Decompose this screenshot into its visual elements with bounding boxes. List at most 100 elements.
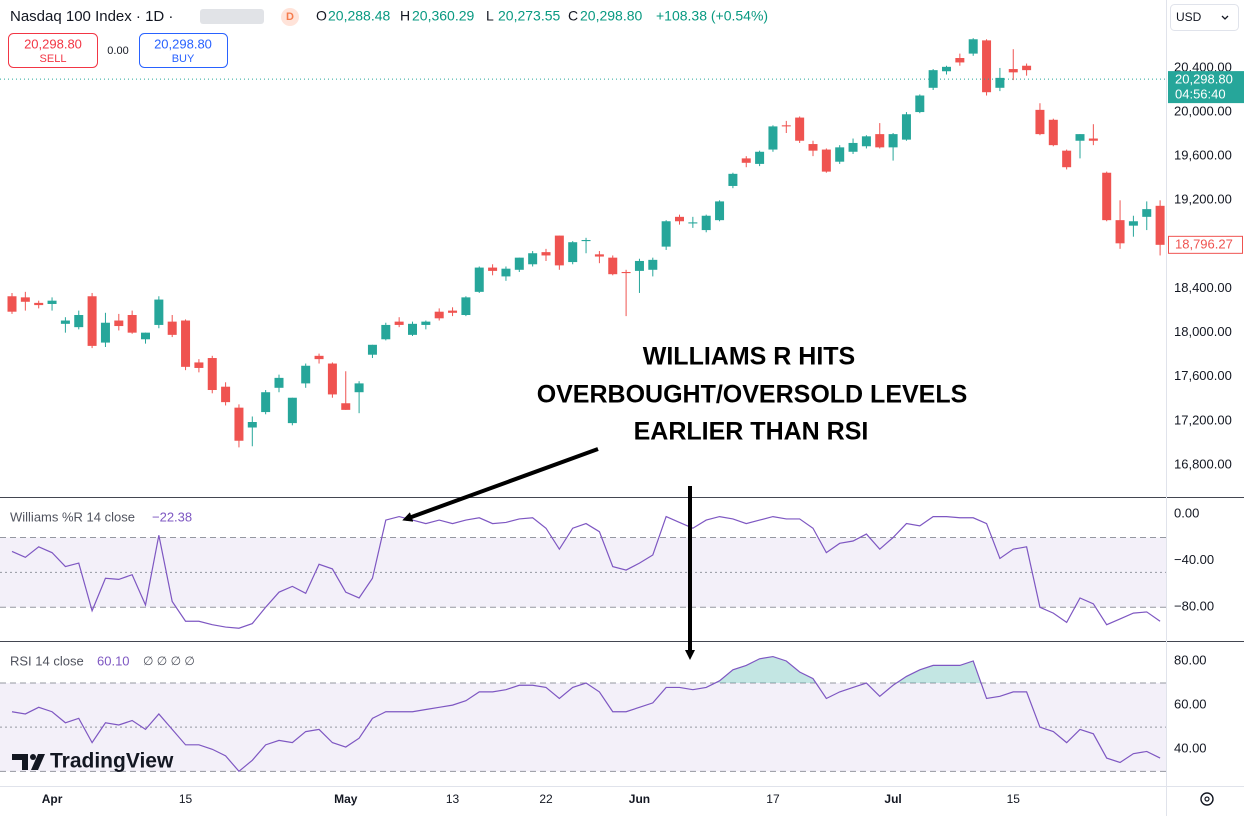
sell-price[interactable]: 20,298.80: [24, 36, 82, 51]
settings-button[interactable]: [1200, 792, 1214, 806]
annotation-line: WILLIAMS R HITS: [643, 343, 855, 371]
y-tick-label: 17,200.00: [1174, 412, 1232, 427]
candle-body: [154, 299, 164, 325]
sell-label[interactable]: SELL: [40, 53, 67, 65]
candle-body: [408, 323, 417, 335]
candle-body: [247, 421, 257, 428]
candle-body: [554, 235, 564, 266]
indicator-value: −22.38: [152, 509, 192, 524]
indicator-value: 60.10: [97, 653, 130, 668]
candle-body: [568, 242, 578, 263]
candle-body: [327, 363, 337, 395]
x-tick-label: 17: [766, 792, 780, 806]
gear[interactable]: [1200, 792, 1214, 806]
candle-body: [1088, 138, 1098, 141]
last-price-tag: [1168, 71, 1244, 104]
logo-mark: [30, 754, 36, 760]
candle-body: [901, 114, 911, 140]
ohlc-value: 20,298.80: [580, 8, 642, 24]
candle-body: [741, 158, 751, 163]
candle-body: [528, 253, 538, 265]
blurred-text: [200, 9, 264, 24]
logo-mark: [31, 754, 45, 770]
gear-center[interactable]: [1204, 796, 1210, 802]
x-tick-label: 15: [1007, 792, 1021, 806]
candle-body: [434, 311, 444, 319]
candle-body: [514, 257, 524, 270]
annotation-line: EARLIER THAN RSI: [634, 418, 869, 446]
badge: [281, 8, 299, 26]
candle-body: [1022, 65, 1032, 71]
candle-body: [394, 321, 404, 325]
candle-body: [675, 216, 684, 222]
currency-box[interactable]: [1170, 4, 1239, 31]
sell-box[interactable]: [8, 33, 98, 68]
currency-select[interactable]: USD: [1170, 4, 1239, 31]
candle-body: [1008, 69, 1018, 73]
plot-layer: [0, 38, 1166, 773]
y-tick-label: 16,800.00: [1174, 456, 1232, 471]
candle-body: [688, 222, 698, 224]
candle-body: [7, 296, 17, 312]
candle-body: [1155, 205, 1165, 245]
change: +108.38 (+0.54%): [656, 8, 768, 24]
candle-body: [181, 320, 191, 367]
ohlc-legend: O 20,288.48 H 20,360.29 L 20,273.55 C 20,298.80: [316, 8, 642, 24]
sell-button[interactable]: 20,298.80 SELL: [8, 33, 98, 68]
candle-body: [1075, 134, 1085, 141]
candle-body: [861, 136, 871, 147]
candle-body: [341, 403, 351, 410]
candle-body: [621, 271, 631, 274]
close-label: 18,796.27: [1175, 236, 1233, 251]
candle-body: [261, 392, 271, 413]
candle-body: [968, 39, 978, 54]
x-tick-label: Jul: [884, 792, 901, 806]
countdown: 04:56:40: [1175, 87, 1226, 102]
candle-body: [461, 297, 471, 316]
candle-body: [875, 134, 885, 148]
y-tick-label: 19,600.00: [1174, 148, 1232, 163]
candle-body: [274, 377, 284, 388]
y-tick-label: 19,200.00: [1174, 192, 1232, 207]
candle-body: [995, 77, 1005, 88]
candle-body: [1035, 109, 1045, 135]
candle-body: [821, 149, 831, 172]
y-tick-label: 17,600.00: [1174, 368, 1232, 383]
candle-body: [888, 134, 898, 148]
candle-body: [808, 144, 818, 151]
candle-body: [100, 322, 110, 343]
buy-label[interactable]: BUY: [172, 53, 195, 65]
candle-body: [47, 300, 57, 304]
y-tick-label: 20,000.00: [1174, 103, 1232, 118]
candle-body: [835, 147, 845, 162]
last-price-label: 20,298.80: [1175, 72, 1233, 87]
candle-body: [648, 259, 658, 270]
ohlc-value: 20,288.48: [328, 8, 390, 24]
x-tick-label: Jun: [629, 792, 650, 806]
candle-body: [594, 254, 604, 257]
candle-body: [915, 95, 925, 113]
candle-body: [1142, 209, 1152, 217]
buy-button[interactable]: 20,298.80 BUY: [139, 33, 228, 68]
candle-body: [982, 40, 992, 93]
candle-body: [955, 58, 965, 63]
candle-body: [1115, 220, 1125, 244]
currency[interactable]: USD: [1176, 10, 1202, 24]
buy-price[interactable]: 20,298.80: [154, 36, 212, 51]
indicator-title: RSI 14 close: [10, 653, 84, 668]
candle-body: [114, 320, 124, 327]
y-tick-label: 18,000.00: [1174, 324, 1232, 339]
candle-body: [34, 302, 44, 306]
indicator-title: Williams %R 14 close: [10, 509, 135, 524]
ohlc-key: L: [486, 8, 494, 24]
chevron[interactable]: [1221, 15, 1229, 20]
logo-mark: [12, 754, 28, 770]
spread: 0.00: [107, 45, 128, 57]
candle-body: [781, 125, 791, 127]
candle-body: [728, 173, 738, 186]
candle-body: [60, 320, 70, 324]
buy-box[interactable]: [139, 33, 228, 68]
candle-body: [1048, 119, 1058, 146]
candle-body: [20, 297, 30, 302]
indicator-line: [11, 515, 1161, 629]
